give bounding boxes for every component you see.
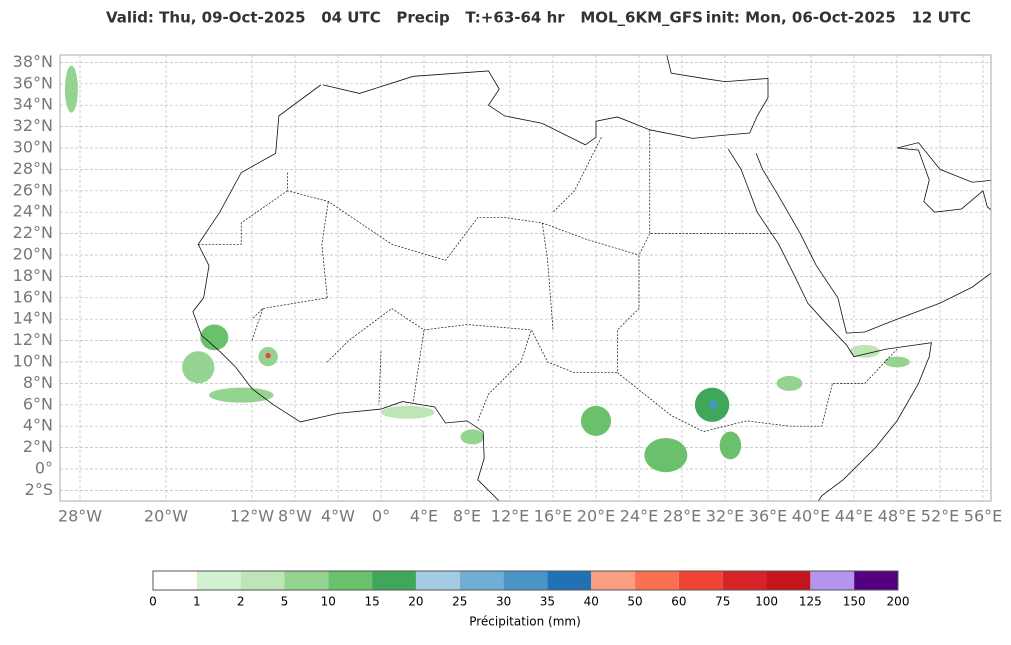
lat-tick-label: 6°N bbox=[23, 394, 53, 413]
lon-tick-label: 28°E bbox=[663, 507, 701, 526]
lat-tick-label: 8°N bbox=[23, 373, 53, 392]
lat-tick-label: 26°N bbox=[13, 180, 53, 199]
colorbar-segment bbox=[591, 571, 636, 590]
lat-tick-label: 12°N bbox=[13, 330, 53, 349]
colorbar-segment bbox=[503, 571, 548, 590]
lat-tick-label: 0° bbox=[35, 459, 53, 478]
coastline bbox=[193, 85, 510, 533]
lat-tick-label: 10°N bbox=[13, 352, 53, 371]
colorbar-tick-label: 10 bbox=[321, 595, 336, 609]
colorbar-segment bbox=[722, 571, 767, 590]
lon-tick-label: 44°E bbox=[835, 507, 873, 526]
colorbar-tick-label: 50 bbox=[627, 595, 642, 609]
colorbar-tick-label: 60 bbox=[671, 595, 686, 609]
lon-tick-label: 36°E bbox=[749, 507, 787, 526]
lat-tick-label: 2°S bbox=[25, 480, 53, 499]
colorbar-tick-label: 20 bbox=[408, 595, 423, 609]
colorbar-tick-label: 40 bbox=[584, 595, 599, 609]
lat-tick-label: 38°N bbox=[13, 52, 53, 71]
lon-tick-label: 16°E bbox=[534, 507, 572, 526]
colorbar-segment bbox=[372, 571, 416, 590]
colorbar-tick-label: 0 bbox=[149, 595, 157, 609]
lon-tick-label: 20°E bbox=[577, 507, 615, 526]
lon-tick-label: 4°E bbox=[410, 507, 438, 526]
lon-tick-label: 12°W bbox=[230, 507, 274, 526]
lon-tick-label: 0° bbox=[372, 507, 390, 526]
lat-tick-label: 34°N bbox=[13, 95, 53, 114]
lat-tick-label: 32°N bbox=[13, 116, 53, 135]
colorbar-tick-label: 150 bbox=[843, 595, 866, 609]
colorbar-segment bbox=[415, 571, 460, 590]
lon-tick-label: 20°W bbox=[144, 507, 188, 526]
coastline bbox=[323, 52, 768, 145]
lon-tick-label: 8°W bbox=[278, 507, 312, 526]
lat-tick-label: 14°N bbox=[13, 309, 53, 328]
lon-tick-label: 24°E bbox=[620, 507, 658, 526]
colorbar-tick-label: 200 bbox=[887, 595, 910, 609]
lon-tick-label: 56°E bbox=[964, 507, 1002, 526]
lon-tick-label: 28°W bbox=[58, 507, 102, 526]
colorbar-segment bbox=[459, 571, 504, 590]
lat-tick-label: 20°N bbox=[13, 245, 53, 264]
lon-tick-label: 48°E bbox=[878, 507, 916, 526]
colorbar-tick-label: 25 bbox=[452, 595, 467, 609]
lat-tick-label: 16°N bbox=[13, 287, 53, 306]
lat-tick-label: 24°N bbox=[13, 202, 53, 221]
colorbar-segment bbox=[678, 571, 723, 590]
coastline bbox=[756, 153, 994, 333]
precipitation bbox=[64, 65, 910, 473]
lat-tick-label: 30°N bbox=[13, 138, 53, 157]
map-layer bbox=[64, 52, 994, 534]
title: Valid: Thu, 09-Oct-2025 04 UTC Precip T:… bbox=[106, 9, 703, 27]
init-time: init: Mon, 06-Oct-2025 12 UTC bbox=[706, 9, 971, 27]
colorbar: 0 1 2 5 10 15 20 25 30 35 40 50 60 75 100 125 150 200 bbox=[149, 570, 910, 609]
coastline bbox=[897, 143, 994, 213]
lon-tick-label: 4°W bbox=[321, 507, 355, 526]
colorbar-segment bbox=[328, 571, 373, 590]
colorbar-segment bbox=[153, 571, 197, 590]
colorbar-segment bbox=[240, 571, 285, 590]
coastline bbox=[728, 149, 931, 512]
colorbar-tick-label: 75 bbox=[715, 595, 730, 609]
colorbar-segment bbox=[810, 571, 855, 590]
lat-tick-label: 22°N bbox=[13, 223, 53, 242]
border bbox=[198, 130, 897, 432]
lat-tick-label: 2°N bbox=[23, 437, 53, 456]
colorbar-segment bbox=[854, 571, 898, 590]
geography bbox=[64, 52, 994, 534]
lat-tick-label: 18°N bbox=[13, 266, 53, 285]
colorbar-tick-label: 1 bbox=[193, 595, 201, 609]
colorbar-segment bbox=[284, 571, 329, 590]
colorbar-tick-label: 35 bbox=[540, 595, 555, 609]
colorbar-segment bbox=[196, 571, 241, 590]
colorbar-tick-label: 30 bbox=[496, 595, 511, 609]
colorbar-segment bbox=[635, 571, 679, 590]
lat-tick-label: 4°N bbox=[23, 416, 53, 435]
colorbar-tick-label: 100 bbox=[755, 595, 778, 609]
lon-tick-label: 12°E bbox=[491, 507, 529, 526]
lon-tick-label: 32°E bbox=[706, 507, 744, 526]
colorbar-segment bbox=[547, 571, 592, 590]
lon-tick-label: 52°E bbox=[921, 507, 959, 526]
lat-tick-label: 36°N bbox=[13, 73, 53, 92]
map-frame bbox=[59, 54, 992, 502]
colorbar-frame bbox=[152, 570, 899, 591]
colorbar-tick-label: 2 bbox=[237, 595, 245, 609]
lon-tick-label: 8°E bbox=[453, 507, 481, 526]
lat-tick-label: 28°N bbox=[13, 159, 53, 178]
grid bbox=[60, 55, 991, 501]
colorbar-segment bbox=[766, 571, 811, 590]
colorbar-label: Précipitation (mm) bbox=[469, 615, 581, 629]
colorbar-tick-label: 15 bbox=[364, 595, 379, 609]
lon-tick-label: 40°E bbox=[792, 507, 830, 526]
colorbar-tick-label: 5 bbox=[281, 595, 289, 609]
colorbar-tick-label: 125 bbox=[799, 595, 822, 609]
